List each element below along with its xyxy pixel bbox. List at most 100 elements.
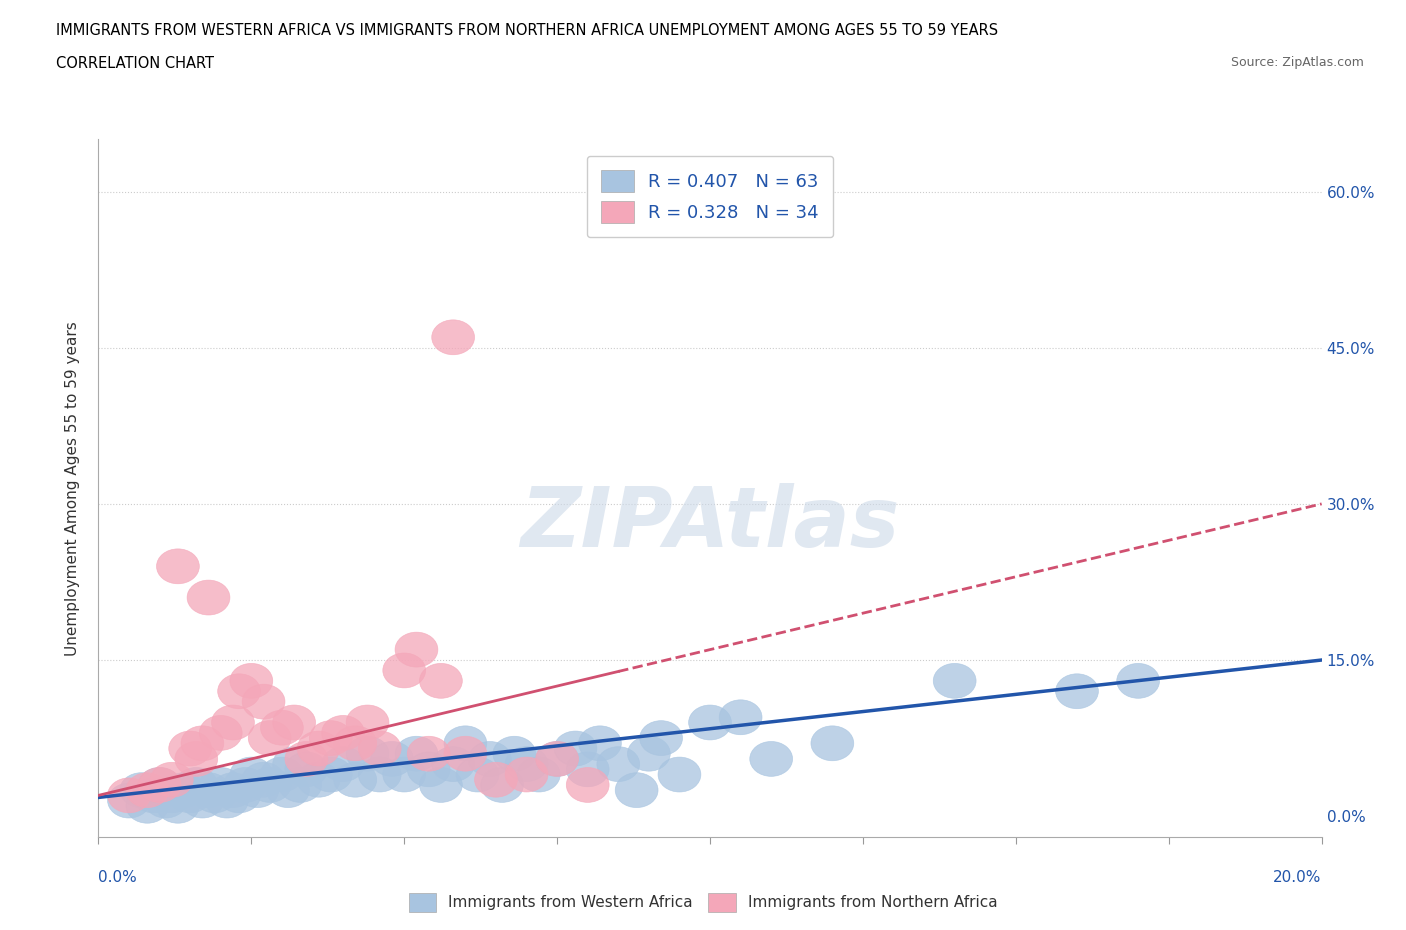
Ellipse shape <box>720 700 762 735</box>
Ellipse shape <box>346 705 389 740</box>
Ellipse shape <box>249 721 291 755</box>
Ellipse shape <box>419 767 463 803</box>
Ellipse shape <box>150 777 193 813</box>
Ellipse shape <box>934 663 976 698</box>
Ellipse shape <box>163 773 205 807</box>
Ellipse shape <box>169 731 211 766</box>
Ellipse shape <box>517 757 560 792</box>
Ellipse shape <box>567 767 609 803</box>
Ellipse shape <box>138 767 181 803</box>
Ellipse shape <box>169 777 211 813</box>
Ellipse shape <box>1116 663 1160 698</box>
Ellipse shape <box>382 757 426 792</box>
Legend: Immigrants from Western Africa, Immigrants from Northern Africa: Immigrants from Western Africa, Immigran… <box>402 887 1004 918</box>
Ellipse shape <box>187 580 231 615</box>
Ellipse shape <box>218 777 260 813</box>
Ellipse shape <box>444 726 486 761</box>
Ellipse shape <box>249 767 291 803</box>
Ellipse shape <box>408 737 450 771</box>
Ellipse shape <box>578 726 621 761</box>
Ellipse shape <box>333 763 377 797</box>
Ellipse shape <box>444 737 486 771</box>
Ellipse shape <box>811 726 853 761</box>
Ellipse shape <box>658 757 700 792</box>
Ellipse shape <box>333 726 377 761</box>
Ellipse shape <box>174 741 218 777</box>
Ellipse shape <box>127 773 169 807</box>
Ellipse shape <box>749 741 793 777</box>
Legend: R = 0.407   N = 63, R = 0.328   N = 34: R = 0.407 N = 63, R = 0.328 N = 34 <box>586 155 834 237</box>
Ellipse shape <box>211 705 254 740</box>
Ellipse shape <box>174 767 218 803</box>
Ellipse shape <box>627 737 671 771</box>
Ellipse shape <box>346 737 389 771</box>
Ellipse shape <box>598 747 640 781</box>
Ellipse shape <box>242 684 285 719</box>
Text: 20.0%: 20.0% <box>1274 870 1322 884</box>
Ellipse shape <box>127 789 169 823</box>
Ellipse shape <box>108 783 150 818</box>
Ellipse shape <box>322 747 364 781</box>
Ellipse shape <box>689 705 731 740</box>
Ellipse shape <box>309 757 353 792</box>
Ellipse shape <box>218 674 260 709</box>
Ellipse shape <box>231 757 273 792</box>
Ellipse shape <box>297 763 340 797</box>
Ellipse shape <box>505 757 548 792</box>
Ellipse shape <box>120 773 163 807</box>
Ellipse shape <box>494 737 536 771</box>
Ellipse shape <box>138 767 181 803</box>
Text: Source: ZipAtlas.com: Source: ZipAtlas.com <box>1230 56 1364 69</box>
Ellipse shape <box>211 773 254 807</box>
Ellipse shape <box>432 747 475 781</box>
Ellipse shape <box>536 741 578 777</box>
Ellipse shape <box>1056 674 1098 709</box>
Ellipse shape <box>640 721 682 755</box>
Text: 0.0%: 0.0% <box>98 870 138 884</box>
Ellipse shape <box>200 767 242 803</box>
Ellipse shape <box>554 731 598 766</box>
Ellipse shape <box>187 773 231 807</box>
Ellipse shape <box>285 741 328 777</box>
Ellipse shape <box>432 320 475 354</box>
Ellipse shape <box>260 711 304 745</box>
Ellipse shape <box>150 763 193 797</box>
Y-axis label: Unemployment Among Ages 55 to 59 years: Unemployment Among Ages 55 to 59 years <box>65 321 80 656</box>
Ellipse shape <box>181 726 224 761</box>
Ellipse shape <box>156 549 200 584</box>
Ellipse shape <box>481 767 523 803</box>
Ellipse shape <box>260 757 304 792</box>
Ellipse shape <box>408 751 450 787</box>
Ellipse shape <box>267 773 309 807</box>
Ellipse shape <box>475 763 517 797</box>
Ellipse shape <box>505 747 548 781</box>
Ellipse shape <box>273 747 315 781</box>
Ellipse shape <box>200 715 242 751</box>
Text: IMMIGRANTS FROM WESTERN AFRICA VS IMMIGRANTS FROM NORTHERN AFRICA UNEMPLOYMENT A: IMMIGRANTS FROM WESTERN AFRICA VS IMMIGR… <box>56 23 998 38</box>
Ellipse shape <box>456 757 499 792</box>
Ellipse shape <box>181 783 224 818</box>
Ellipse shape <box>359 731 401 766</box>
Ellipse shape <box>395 632 437 667</box>
Ellipse shape <box>382 653 426 688</box>
Ellipse shape <box>322 715 364 751</box>
Ellipse shape <box>156 789 200 823</box>
Ellipse shape <box>468 741 512 777</box>
Ellipse shape <box>224 767 267 803</box>
Text: ZIPAtlas: ZIPAtlas <box>520 483 900 564</box>
Ellipse shape <box>285 751 328 787</box>
Ellipse shape <box>567 751 609 787</box>
Ellipse shape <box>297 731 340 766</box>
Ellipse shape <box>242 763 285 797</box>
Ellipse shape <box>371 741 413 777</box>
Ellipse shape <box>193 777 236 813</box>
Ellipse shape <box>616 773 658 807</box>
Ellipse shape <box>309 721 353 755</box>
Ellipse shape <box>419 663 463 698</box>
Ellipse shape <box>236 773 278 807</box>
Ellipse shape <box>145 783 187 818</box>
Ellipse shape <box>132 777 174 813</box>
Ellipse shape <box>108 777 150 813</box>
Ellipse shape <box>205 783 249 818</box>
Ellipse shape <box>359 757 401 792</box>
